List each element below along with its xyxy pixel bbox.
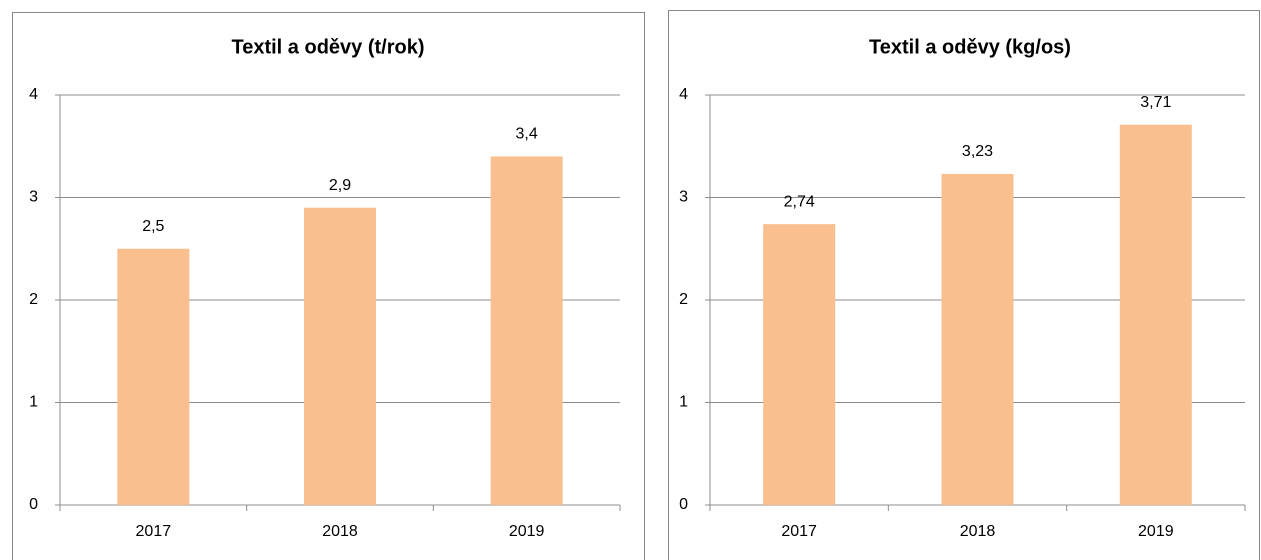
y-tick-label: 4 [29, 86, 38, 103]
bar [763, 224, 836, 505]
chart-frame [668, 10, 1260, 560]
bar [490, 156, 563, 505]
bar [117, 248, 190, 505]
chart-title: Textil a oděvy (t/rok) [231, 36, 424, 58]
y-tick-label: 3 [29, 189, 38, 206]
y-tick-label: 1 [679, 394, 688, 411]
x-tick-label: 2018 [960, 523, 996, 540]
data-label: 3,23 [962, 143, 993, 160]
y-tick-label: 2 [29, 291, 38, 308]
x-tick-label: 2017 [136, 523, 172, 540]
chart-title: Textil a oděvy (kg/os) [869, 36, 1071, 58]
x-tick-label: 2017 [781, 523, 817, 540]
data-label: 2,74 [784, 193, 815, 210]
bar [304, 207, 376, 505]
y-tick-label: 3 [679, 189, 688, 206]
y-tick-label: 2 [679, 291, 688, 308]
chart-frame [12, 12, 645, 560]
x-tick-label: 2019 [509, 523, 545, 540]
y-tick-label: 0 [29, 496, 38, 513]
data-label: 2,9 [329, 177, 351, 194]
x-tick-label: 2018 [322, 523, 358, 540]
data-label: 3,71 [1140, 94, 1171, 111]
y-tick-label: 4 [679, 86, 688, 103]
data-label: 2,5 [142, 218, 164, 235]
y-tick-label: 0 [679, 496, 688, 513]
x-tick-label: 2019 [1138, 523, 1174, 540]
data-label: 3,4 [516, 126, 538, 143]
y-tick-label: 1 [29, 394, 38, 411]
bar [941, 173, 1014, 506]
bar [1119, 124, 1192, 505]
